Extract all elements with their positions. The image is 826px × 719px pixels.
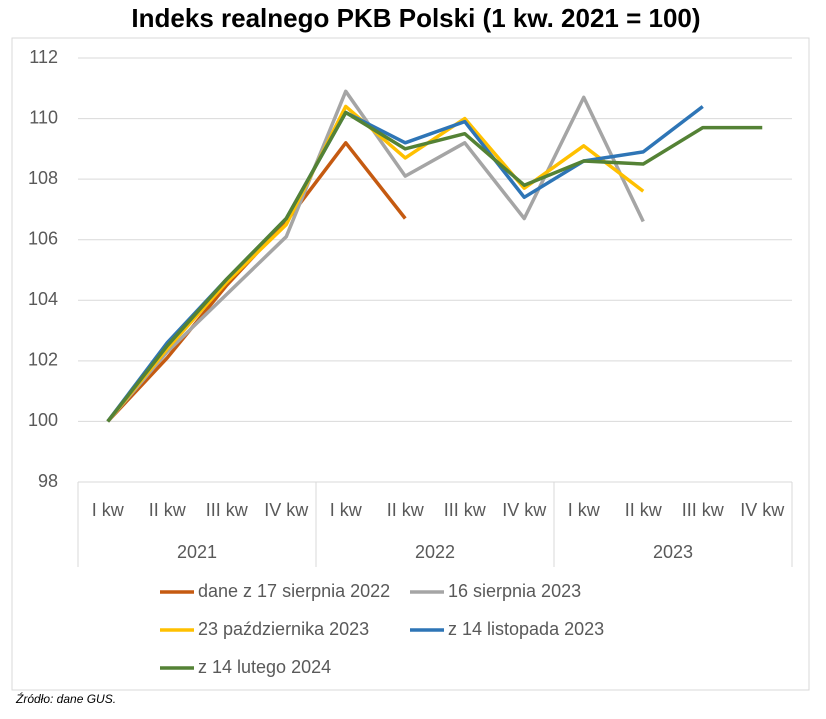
source-note: Źródło: dane GUS. <box>15 691 116 706</box>
series-line <box>106 104 645 423</box>
series-line <box>106 89 645 423</box>
chart-title: Indeks realnego PKB Polski (1 kw. 2021 =… <box>131 3 700 33</box>
x-group-label: 2023 <box>653 542 693 562</box>
chart-frame <box>11 37 810 691</box>
y-tick-label: 102 <box>28 350 58 370</box>
legend-label: dane z 17 sierpnia 2022 <box>198 581 390 601</box>
x-tick-label: II kw <box>149 500 187 520</box>
x-tick-label: I kw <box>92 500 125 520</box>
series-line <box>106 110 763 423</box>
y-tick-label: 98 <box>38 471 58 491</box>
y-tick-label: 106 <box>28 228 58 248</box>
x-tick-label: IV kw <box>502 500 547 520</box>
x-tick-label: I kw <box>330 500 363 520</box>
x-tick-label: III kw <box>682 500 725 520</box>
y-tick-label: 110 <box>29 107 58 127</box>
x-tick-label: IV kw <box>740 500 785 520</box>
x-group-label: 2021 <box>177 542 217 562</box>
x-group-label: 2022 <box>415 542 455 562</box>
series-line <box>106 141 407 423</box>
y-tick-label: 112 <box>29 47 58 67</box>
legend-label: z 14 lutego 2024 <box>198 657 331 677</box>
legend-label: 16 sierpnia 2023 <box>448 581 581 601</box>
legend-label: z 14 listopada 2023 <box>448 619 604 639</box>
series-line <box>106 105 704 423</box>
x-tick-label: II kw <box>387 500 425 520</box>
x-tick-label: II kw <box>625 500 663 520</box>
x-tick-label: III kw <box>206 500 249 520</box>
x-tick-label: III kw <box>444 500 487 520</box>
x-tick-label: IV kw <box>264 500 309 520</box>
y-tick-label: 104 <box>28 289 58 309</box>
y-tick-label: 100 <box>28 410 58 430</box>
y-tick-label: 108 <box>28 168 58 188</box>
legend-label: 23 października 2023 <box>198 619 369 639</box>
x-tick-label: I kw <box>568 500 601 520</box>
